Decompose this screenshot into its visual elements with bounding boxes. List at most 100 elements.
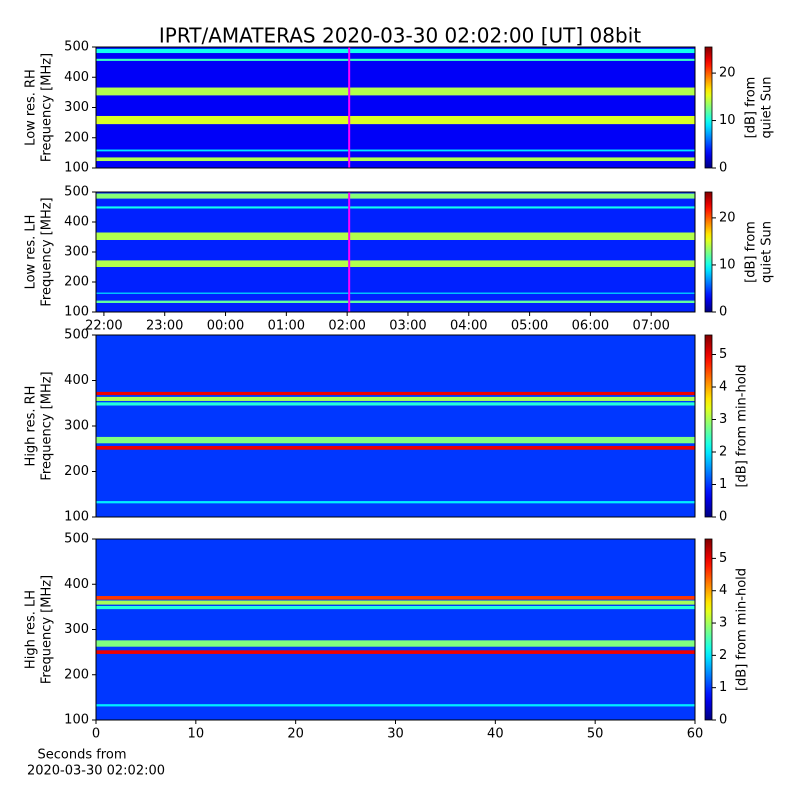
colorbar-tick-label: 4	[719, 583, 727, 598]
colorbar-tick-label: 1	[719, 477, 727, 492]
heatmap-band	[96, 206, 695, 209]
colorbar-label: [dB] from min-hold	[735, 364, 750, 487]
colorbar-tick-label: 20	[719, 210, 736, 225]
y-axis-label: High res. RH	[24, 386, 39, 467]
y-tick-label: 200	[64, 130, 89, 145]
heatmap-band	[96, 232, 695, 240]
x-tick-label: 02:00	[328, 319, 365, 334]
colorbar-tick-label: 3	[719, 412, 727, 427]
heatmap-band	[96, 300, 695, 303]
x-tick-label: 30	[387, 727, 404, 742]
y-tick-label: 400	[64, 70, 89, 85]
colorbar-tick-label: 1	[719, 680, 727, 695]
y-tick-label: 200	[64, 667, 89, 682]
heatmap-band	[96, 193, 695, 199]
x-tick-label: 10	[188, 727, 205, 742]
heatmap-band	[96, 402, 695, 406]
y-tick-label: 300	[64, 622, 89, 637]
heatmap-band	[96, 596, 695, 600]
colorbar-tick-label: 0	[719, 161, 727, 176]
x-tick-label: 00:00	[207, 319, 244, 334]
x-tick-label: 05:00	[511, 319, 548, 334]
x-tick-label: 23:00	[146, 319, 183, 334]
colorbar-tick-label: 0	[719, 510, 727, 525]
x-tick-label: 06:00	[572, 319, 609, 334]
heatmap-band	[96, 704, 695, 707]
y-axis-label: Frequency [MHz]	[40, 197, 55, 306]
colorbar-tick-label: 2	[719, 445, 727, 460]
heatmap-band	[96, 396, 695, 401]
heatmap-band	[96, 260, 695, 267]
heatmap-background	[96, 192, 695, 312]
x-tick-label: 22:00	[85, 319, 122, 334]
y-axis-label: Frequency [MHz]	[40, 371, 55, 480]
colorbar-label: quiet Sun	[760, 76, 775, 138]
y-tick-label: 100	[64, 713, 89, 728]
y-tick-label: 200	[64, 275, 89, 290]
x-tick-label: 04:00	[450, 319, 487, 334]
colorbar-tick-label: 4	[719, 380, 727, 395]
y-tick-label: 400	[64, 577, 89, 592]
heatmap-band	[96, 501, 695, 504]
x-tick-label: 01:00	[268, 319, 305, 334]
x-tick-label: 0	[92, 727, 100, 742]
colorbar	[704, 191, 713, 313]
y-tick-label: 400	[64, 215, 89, 230]
colorbar-tick-label: 0	[719, 305, 727, 320]
heatmap-band	[96, 87, 695, 96]
y-axis-label: Frequency [MHz]	[40, 53, 55, 162]
colorbar-label: [dB] from	[744, 221, 759, 283]
y-axis-label: Frequency [MHz]	[40, 575, 55, 684]
y-tick-label: 200	[64, 464, 89, 479]
y-tick-label: 300	[64, 100, 89, 115]
heatmap-band	[96, 157, 695, 162]
y-tick-label: 300	[64, 245, 89, 260]
heatmap-background	[96, 539, 695, 720]
heatmap-band	[96, 436, 695, 444]
y-tick-label: 100	[64, 510, 89, 525]
y-tick-label: 400	[64, 373, 89, 388]
heatmap-background	[96, 335, 695, 517]
colorbar	[704, 46, 713, 169]
heatmap-band	[96, 605, 695, 610]
x-tick-label: 60	[687, 727, 704, 742]
colorbar-label: [dB] from min-hold	[735, 568, 750, 691]
y-axis-label: Low res. RH	[24, 69, 39, 146]
colorbar-label: [dB] from	[744, 77, 759, 139]
x-tick-label: 40	[487, 727, 504, 742]
colorbar	[704, 334, 713, 518]
colorbar-tick-label: 10	[719, 113, 736, 128]
x-tick-label: 50	[587, 727, 604, 742]
y-tick-label: 500	[64, 328, 89, 343]
heatmap-band	[96, 149, 695, 152]
heatmap-band	[96, 292, 695, 294]
heatmap-band	[96, 640, 695, 647]
y-tick-label: 300	[64, 419, 89, 434]
colorbar	[704, 538, 713, 721]
y-axis-label: Low res. LH	[24, 215, 39, 290]
heatmap-band	[96, 391, 695, 396]
y-axis-label: High res. LH	[24, 590, 39, 669]
heatmap-band	[96, 446, 695, 450]
heatmap-background	[96, 47, 695, 168]
heatmap-band	[96, 600, 695, 605]
colorbar-tick-label: 5	[719, 347, 727, 362]
heatmap-band	[96, 115, 695, 125]
colorbar-tick-label: 3	[719, 616, 727, 631]
colorbar-tick-label: 20	[719, 66, 736, 81]
colorbar-tick-label: 2	[719, 648, 727, 663]
x-tick-label: 07:00	[632, 319, 669, 334]
x-tick-label: 03:00	[389, 319, 426, 334]
x-axis-label: Seconds from	[37, 748, 126, 763]
colorbar-tick-label: 10	[719, 257, 736, 272]
heatmap-band	[96, 58, 695, 61]
y-tick-label: 500	[64, 40, 89, 55]
y-tick-label: 100	[64, 305, 89, 320]
heatmap-band	[96, 650, 695, 654]
colorbar-tick-label: 0	[719, 713, 727, 728]
y-tick-label: 100	[64, 161, 89, 176]
x-axis-label: 2020-03-30 02:02:00	[27, 764, 165, 779]
chart-title: IPRT/AMATERAS 2020-03-30 02:02:00 [UT] 0…	[159, 24, 641, 48]
colorbar-tick-label: 5	[719, 551, 727, 566]
